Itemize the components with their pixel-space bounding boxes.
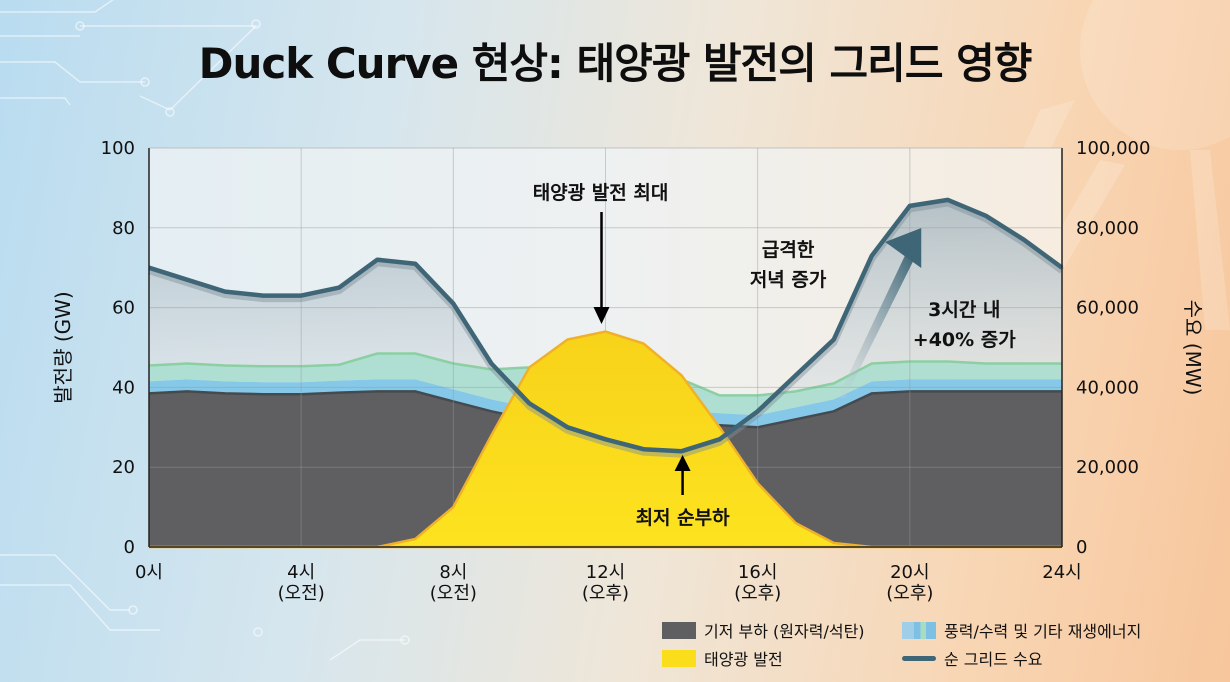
solar-swatch (662, 649, 696, 667)
x-tick-label: 0시 (135, 562, 163, 583)
annotation-ramp-stat-2: +40% 증가 (913, 329, 1016, 351)
legend-label-net-demand: 순 그리드 수요 (944, 650, 1043, 669)
net-demand-line (148, 197, 1064, 454)
annotation-min-net-load: 최저 순부하 (636, 507, 731, 529)
legend-item-base-load: 기저 부하 (원자력/석탄) (662, 618, 865, 642)
legend-label-base-load: 기저 부하 (원자력/석탄) (704, 622, 865, 641)
annotation-solar-peak: 태양광 발전 최대 (533, 182, 669, 204)
x-tick-sublabel: (오전) (278, 583, 325, 604)
x-tick-label: 20시 (890, 562, 929, 583)
x-tick-label: 4시 (287, 562, 315, 583)
y-right-tick-label: 60,000 (1076, 298, 1139, 319)
y-left-tick-label: 80 (112, 218, 135, 239)
legend-label-renewables: 풍력/수력 및 기타 재생에너지 (944, 622, 1142, 641)
min-load-arrowhead-icon (674, 455, 691, 471)
x-tick-label: 24시 (1042, 562, 1081, 583)
net-demand-fill (149, 199, 1062, 452)
y-right-tick-label: 100,000 (1076, 138, 1150, 159)
ramp-arrowhead-icon (885, 228, 922, 268)
y-left-tick-label: 20 (112, 457, 135, 478)
y-left-tick-label: 0 (124, 537, 135, 558)
y-right-tick-label: 20,000 (1076, 457, 1139, 478)
base-load-swatch (662, 621, 696, 639)
x-tick-label: 16시 (738, 562, 777, 583)
annotation-ramp-stat-1: 3시간 내 (928, 299, 1000, 321)
x-tick-sublabel: (오후) (734, 583, 781, 604)
y-left-tick-label: 40 (112, 377, 135, 398)
y-right-axis-title: 수요 (MW) (1181, 300, 1205, 396)
y-right-tick-label: 80,000 (1076, 218, 1139, 239)
y-left-tick-label: 100 (101, 138, 135, 159)
x-tick-label: 8시 (439, 562, 467, 583)
annotation-evening-ramp-1: 급격한 (762, 239, 815, 261)
solar-peak-arrowhead-icon (593, 307, 610, 324)
y-right-tick-label: 0 (1076, 537, 1087, 558)
legend-item-net-demand: 순 그리드 수요 (902, 646, 1043, 670)
legend-item-renewables: 풍력/수력 및 기타 재생에너지 (902, 618, 1141, 642)
x-tick-sublabel: (오후) (582, 583, 629, 604)
y-right-tick-label: 40,000 (1076, 377, 1139, 398)
x-tick-sublabel: (오후) (886, 583, 933, 604)
x-tick-sublabel: (오전) (430, 583, 477, 604)
x-tick-label: 12시 (586, 562, 625, 583)
annotation-evening-ramp-2: 저녁 증가 (750, 269, 827, 291)
chart-title: Duck Curve 현상: 태양광 발전의 그리드 영향 (198, 39, 1033, 88)
y-left-axis-title: 발전량 (GW) (51, 291, 75, 403)
renewables-swatch (902, 621, 936, 639)
y-left-tick-label: 60 (112, 298, 135, 319)
net-demand-line-swatch (902, 655, 936, 661)
legend-item-solar: 태양광 발전 (662, 646, 783, 670)
legend-label-solar: 태양광 발전 (704, 650, 783, 669)
ramp-arrow-shaft (837, 256, 915, 398)
